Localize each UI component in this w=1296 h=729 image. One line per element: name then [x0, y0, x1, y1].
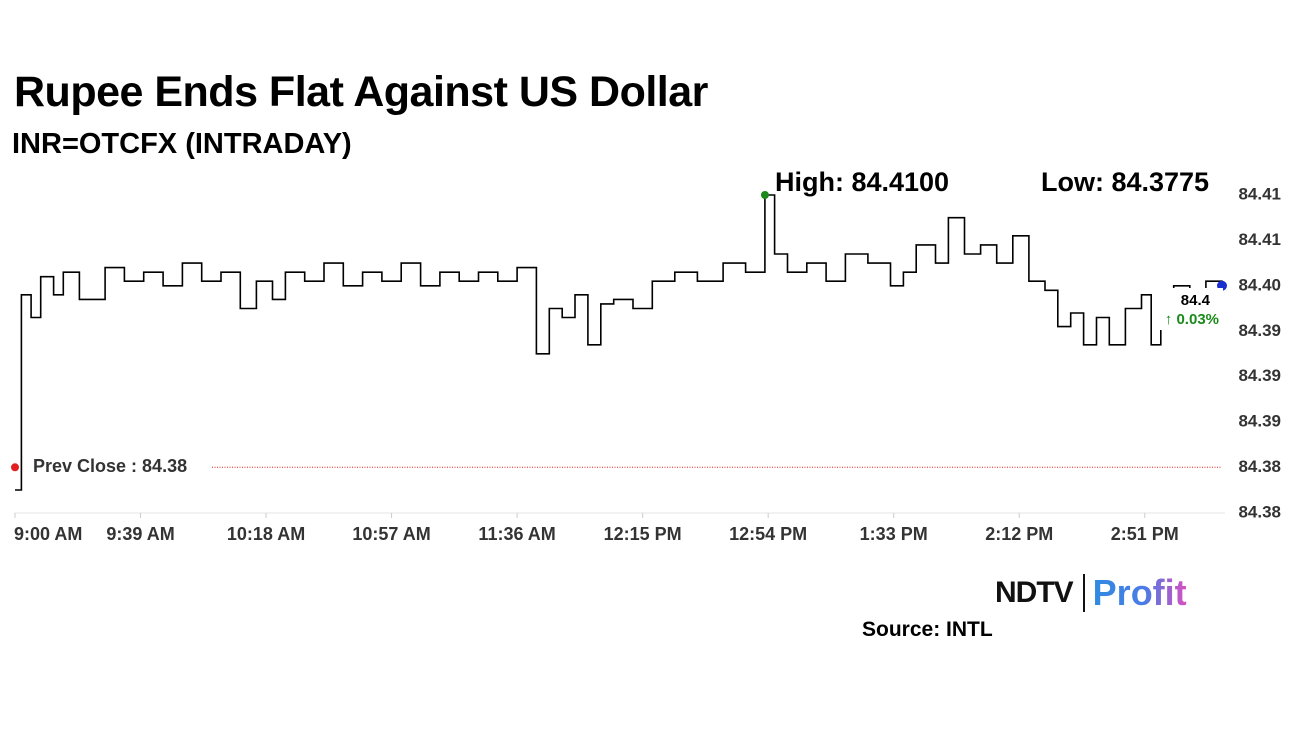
price-line	[15, 194, 1223, 491]
y-tick-label: 84.41	[1238, 230, 1281, 249]
current-price-callout: 84.4 ↑ 0.03%	[1155, 288, 1223, 330]
y-tick-label: 84.40	[1238, 275, 1281, 294]
logo-profit-text: Profit	[1092, 572, 1187, 613]
y-tick-label: 84.39	[1238, 366, 1281, 385]
x-tick-label: 10:57 AM	[352, 524, 430, 544]
y-tick-label: 84.41	[1238, 184, 1281, 203]
x-tick-label: 2:12 PM	[985, 524, 1053, 544]
chart-subtitle: INR=OTCFX (INTRADAY)	[12, 128, 352, 160]
x-axis-labels: 9:00 AM 9:39 AM 10:18 AM 10:57 AM 11:36 AM 12…	[14, 524, 1179, 544]
x-axis	[14, 512, 1225, 518]
source-note: Source: INTL	[862, 618, 993, 641]
current-price-box	[1155, 288, 1223, 330]
chart-title: Rupee Ends Flat Against US Dollar	[14, 68, 708, 116]
high-label: High: 84.4100	[775, 167, 950, 197]
current-price-value: 84.4	[1181, 292, 1211, 309]
y-tick-label: 84.38	[1238, 457, 1281, 476]
x-tick-label: 9:39 AM	[106, 524, 174, 544]
x-tick-label: 9:00 AM	[14, 524, 82, 544]
logo-ndtv-text: NDTV	[995, 576, 1074, 609]
y-axis-labels: 84.41 84.41 84.40 84.39 84.39 84.39 84.38 84.38	[1238, 184, 1281, 521]
x-tick-label: 12:15 PM	[604, 524, 682, 544]
ndtv-profit-logo: NDTV Profit	[995, 571, 1187, 615]
y-tick-label: 84.39	[1238, 321, 1281, 340]
high-marker	[760, 191, 769, 199]
low-label: Low: 84.3775	[1041, 167, 1210, 197]
x-tick-label: 12:54 PM	[729, 524, 807, 544]
current-change-percent: ↑ 0.03%	[1165, 311, 1219, 328]
x-tick-label: 11:36 AM	[478, 524, 555, 544]
x-tick-label: 1:33 PM	[860, 524, 928, 544]
y-tick-label: 84.38	[1238, 502, 1281, 521]
y-tick-label: 84.39	[1238, 412, 1281, 431]
prev-close-label: Prev Close : 84.38	[33, 456, 187, 476]
logo-divider	[1082, 574, 1085, 612]
x-tick-label: 2:51 PM	[1111, 524, 1179, 544]
prev-close-marker	[11, 463, 19, 472]
x-tick-label: 10:18 AM	[227, 524, 305, 544]
